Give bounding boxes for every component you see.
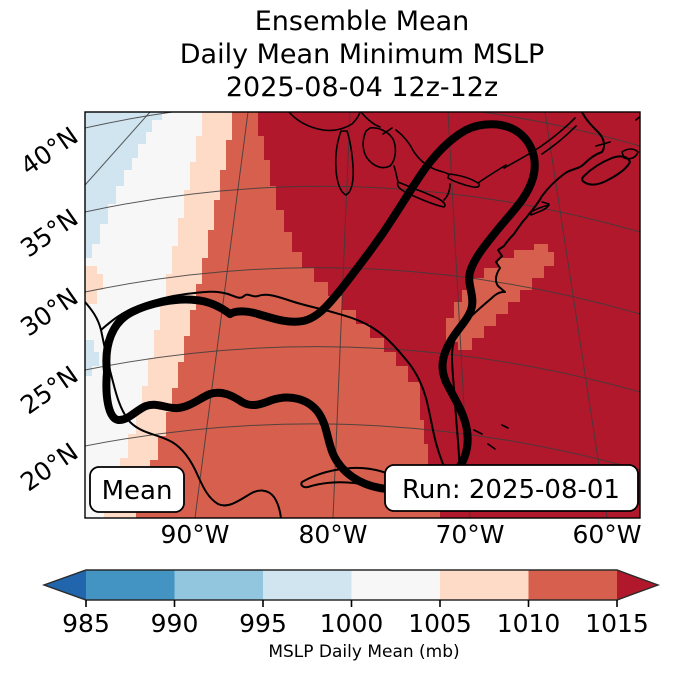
lat-tick-label-25n: 25°N xyxy=(15,360,83,420)
coastline-st-lawrence xyxy=(503,117,577,169)
coastline-bahamas xyxy=(445,424,509,495)
run-label-box xyxy=(384,464,639,512)
mean-label-box xyxy=(89,466,185,513)
latitude-axis-labels: 40°N 35°N 30°N 25°N 20°N xyxy=(15,121,83,497)
colorbar-tick-label-1010: 1010 xyxy=(497,609,561,638)
lat-tick-label-35n: 35°N xyxy=(15,203,83,263)
lake-superior xyxy=(288,112,361,132)
colorbar: 985 990 995 1000 1005 1010 1015 MSLP Dai… xyxy=(41,569,661,662)
longitude-gridline-100w xyxy=(85,112,151,186)
run-annotation: Run: 2025-08-01 xyxy=(384,464,639,512)
map-frame xyxy=(84,111,641,519)
coastline-cape-breton xyxy=(621,148,639,160)
longitude-gridline-90w xyxy=(194,112,249,518)
colorbar-segment-1005-1010 xyxy=(440,570,529,600)
lat-tick-label-30n: 30°N xyxy=(15,282,83,342)
colorbar-tick-label-990: 990 xyxy=(151,609,199,638)
graticule xyxy=(85,112,640,518)
field-patch-1010-1015-offshore xyxy=(446,244,554,350)
colorbar-segment-990-995 xyxy=(174,570,263,600)
colorbar-tick-label-1000: 1000 xyxy=(320,609,384,638)
colorbar-under-arrow xyxy=(44,570,86,600)
coastline-newfoundland xyxy=(635,115,640,121)
lat-tick-label-20n: 20°N xyxy=(15,437,83,497)
colorbar-segment-995-1000 xyxy=(263,570,352,600)
figure-title-line-3: 2025-08-04 12z-12z xyxy=(226,72,498,103)
lake-huron xyxy=(362,127,397,169)
mean-annotation: Mean xyxy=(89,466,185,513)
colorbar-tick-label-1005: 1005 xyxy=(408,609,472,638)
longitude-gridline-60w xyxy=(544,112,608,518)
colorbar-segment-1010-1015 xyxy=(528,570,617,600)
colorbar-segment-985-990 xyxy=(86,570,175,600)
lon-tick-label-80w: 80°W xyxy=(298,520,367,549)
coastline-cape-cod xyxy=(541,201,550,210)
latitude-gridline-20n xyxy=(85,423,640,471)
lon-tick-label-60w: 60°W xyxy=(572,520,641,549)
latitude-gridline-35n xyxy=(85,185,640,233)
map-panel xyxy=(85,112,640,518)
coastline-gulf-eastcoast xyxy=(100,112,606,491)
latitude-gridline-25n xyxy=(85,346,640,393)
lake-michigan xyxy=(334,130,355,196)
field-patch-1005-1010-west-edge xyxy=(85,266,103,304)
colorbar-title: MSLP Daily Mean (mb) xyxy=(268,642,459,662)
mean-label-text: Mean xyxy=(102,476,173,506)
colorbar-tick-label-1015: 1015 xyxy=(585,609,649,638)
lake-erie xyxy=(396,181,446,208)
colorbar-tick-label-995: 995 xyxy=(239,609,287,638)
field-patch-995-1000-west-edge xyxy=(85,340,99,376)
field-band-995-1000 xyxy=(85,112,162,258)
figure-title-line-1: Ensemble Mean xyxy=(255,6,470,37)
lat-tick-label-40n: 40°N xyxy=(15,121,83,181)
figure-title-line-2: Daily Mean Minimum MSLP xyxy=(180,39,545,70)
ensemble-mean-contour xyxy=(102,120,539,494)
colorbar-segment-1000-1005 xyxy=(351,570,440,600)
latitude-gridline-30n xyxy=(85,267,640,315)
lon-tick-label-90w: 90°W xyxy=(160,520,229,549)
lake-ontario xyxy=(447,173,481,188)
latitude-gridline-40n xyxy=(85,112,640,147)
lon-tick-label-70w: 70°W xyxy=(435,520,504,549)
longitude-axis-labels: 90°W 80°W 70°W 60°W xyxy=(160,520,641,549)
colorbar-ticks xyxy=(85,600,618,607)
run-label-text: Run: 2025-08-01 xyxy=(402,475,620,505)
coastline-pei xyxy=(595,141,611,147)
colorbar-over-arrow xyxy=(617,570,658,600)
lakes-region-shorelines xyxy=(360,112,507,201)
coastline-nova-scotia xyxy=(581,155,631,186)
colorbar-tick-label-985: 985 xyxy=(62,609,110,638)
